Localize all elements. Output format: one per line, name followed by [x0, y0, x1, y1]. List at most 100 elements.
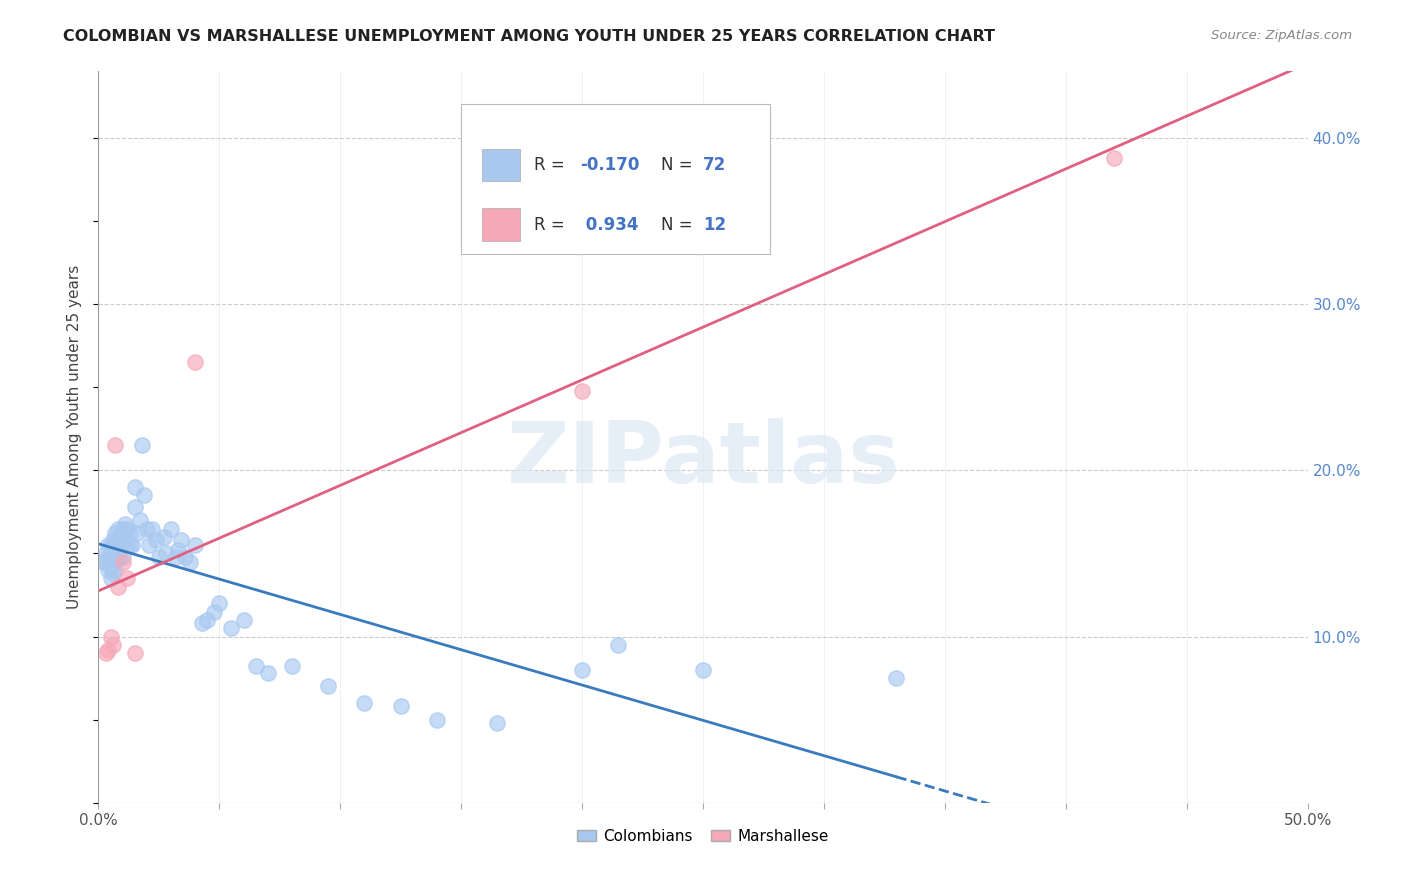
Point [100, 630, 122, 644]
Point [208, 596, 231, 610]
Point [104, 538, 127, 552]
Point [138, 538, 160, 552]
Point [571, 384, 593, 398]
Point [101, 555, 124, 569]
Point [111, 533, 134, 548]
Point [97, 563, 120, 577]
Point [191, 616, 214, 631]
Point [111, 555, 134, 569]
Point [245, 659, 267, 673]
Point [141, 521, 163, 535]
Point [131, 438, 153, 452]
Point [184, 355, 207, 369]
Point [100, 538, 122, 552]
Point [121, 538, 143, 552]
Point [118, 538, 141, 552]
Point [111, 549, 134, 564]
Point [1102, 151, 1125, 165]
Point [571, 663, 593, 677]
Text: ZIPatlas: ZIPatlas [506, 417, 900, 500]
Legend: Colombians, Marshallese: Colombians, Marshallese [571, 822, 835, 850]
Point [145, 533, 167, 548]
Point [101, 546, 124, 560]
FancyBboxPatch shape [461, 104, 769, 254]
Point [107, 549, 129, 564]
Point [104, 549, 127, 564]
Text: 72: 72 [703, 156, 727, 174]
Point [316, 680, 339, 694]
Point [107, 580, 129, 594]
Point [94, 546, 117, 560]
Point [107, 521, 129, 535]
Point [426, 713, 449, 727]
Point [221, 621, 243, 635]
Point [135, 521, 157, 535]
Point [134, 488, 156, 502]
Point [101, 566, 124, 581]
Text: COLOMBIAN VS MARSHALLESE UNEMPLOYMENT AMONG YOUTH UNDER 25 YEARS CORRELATION CHA: COLOMBIAN VS MARSHALLESE UNEMPLOYMENT AM… [63, 29, 995, 44]
Point [100, 571, 122, 585]
Text: R =: R = [534, 156, 569, 174]
Point [108, 538, 131, 552]
Text: 0.934: 0.934 [579, 216, 638, 234]
Point [886, 671, 908, 685]
Point [160, 521, 183, 535]
Point [104, 438, 127, 452]
Point [353, 696, 375, 710]
Point [165, 549, 187, 564]
Point [101, 533, 124, 548]
Text: -0.170: -0.170 [579, 156, 640, 174]
Point [100, 559, 122, 574]
Point [184, 538, 207, 552]
Point [124, 500, 146, 514]
Point [167, 543, 190, 558]
Point [256, 666, 278, 681]
Point [117, 571, 139, 585]
Y-axis label: Unemployment Among Youth under 25 years: Unemployment Among Youth under 25 years [67, 265, 83, 609]
FancyBboxPatch shape [482, 149, 520, 181]
Point [152, 530, 174, 544]
Point [124, 646, 146, 660]
Point [118, 526, 141, 541]
Point [607, 638, 630, 652]
Point [169, 533, 191, 548]
Point [101, 638, 124, 652]
Point [114, 516, 136, 531]
Point [97, 538, 120, 552]
Point [148, 549, 170, 564]
Point [174, 549, 197, 564]
Point [91, 555, 114, 569]
Point [128, 513, 150, 527]
Point [97, 549, 120, 564]
Point [179, 555, 201, 569]
Point [111, 521, 134, 535]
Point [108, 549, 131, 564]
Point [389, 699, 412, 714]
Point [107, 533, 129, 548]
Text: R =: R = [534, 216, 569, 234]
Point [108, 530, 131, 544]
Text: Source: ZipAtlas.com: Source: ZipAtlas.com [1212, 29, 1353, 42]
Point [127, 526, 149, 541]
Point [195, 613, 218, 627]
Point [692, 663, 714, 677]
Point [155, 546, 177, 560]
Point [94, 646, 117, 660]
Text: N =: N = [661, 216, 697, 234]
Point [104, 526, 127, 541]
Point [486, 716, 509, 731]
Point [117, 538, 139, 552]
Point [281, 659, 304, 673]
Point [104, 563, 127, 577]
Point [100, 549, 122, 564]
Point [232, 613, 254, 627]
FancyBboxPatch shape [482, 209, 520, 242]
Point [204, 605, 226, 619]
Point [94, 555, 117, 569]
Point [97, 643, 120, 657]
Text: 12: 12 [703, 216, 725, 234]
Point [124, 480, 146, 494]
Text: N =: N = [661, 156, 697, 174]
Point [114, 533, 136, 548]
Point [117, 521, 139, 535]
